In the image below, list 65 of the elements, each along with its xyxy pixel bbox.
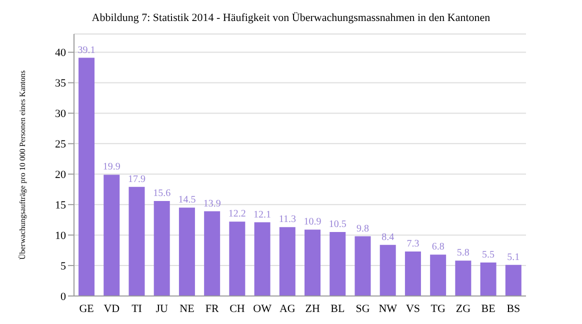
y-tick-label: 40 bbox=[55, 47, 66, 60]
x-tick-label: JU bbox=[156, 302, 168, 315]
x-tick-label: FR bbox=[205, 302, 220, 315]
x-tick-label: AG bbox=[280, 302, 296, 315]
data-label: 14.5 bbox=[178, 194, 196, 206]
y-axis-title: Überwachungsaufträge pro 10 000 Personen eines Kantons bbox=[18, 70, 27, 260]
y-tick-label: 30 bbox=[55, 108, 66, 120]
data-label: 12.2 bbox=[228, 208, 246, 220]
bar bbox=[178, 208, 195, 296]
x-tick-label: SG bbox=[356, 302, 370, 315]
x-tick-label: CH bbox=[230, 302, 245, 315]
data-label: 39.1 bbox=[78, 44, 96, 56]
data-label: 7.3 bbox=[406, 238, 420, 250]
bar bbox=[404, 252, 421, 296]
data-label: 10.5 bbox=[328, 219, 346, 230]
bar bbox=[430, 254, 446, 296]
bar bbox=[204, 211, 220, 296]
data-label: 15.6 bbox=[153, 188, 171, 199]
y-tick-label: 35 bbox=[55, 78, 66, 90]
bar bbox=[505, 264, 522, 296]
bar bbox=[380, 244, 396, 296]
x-tick-label: GE bbox=[79, 302, 94, 315]
bar bbox=[128, 186, 145, 296]
x-tick-label: NE bbox=[180, 302, 195, 315]
data-label: 8.4 bbox=[382, 232, 394, 243]
bar bbox=[354, 236, 371, 296]
y-tick-label: 5 bbox=[60, 260, 66, 272]
data-label: 10.9 bbox=[304, 216, 322, 228]
bar bbox=[304, 230, 321, 296]
x-tick-label: BL bbox=[330, 302, 345, 315]
x-tick-label: NW bbox=[378, 302, 398, 315]
data-label: 5.8 bbox=[456, 248, 470, 259]
data-label: 19.9 bbox=[102, 162, 120, 173]
data-label: 5.5 bbox=[482, 249, 495, 260]
data-label: 9.8 bbox=[356, 223, 369, 234]
y-tick-label: 15 bbox=[55, 200, 66, 212]
data-label: 6.8 bbox=[432, 242, 444, 253]
y-tick-label: 10 bbox=[55, 230, 66, 242]
bar bbox=[480, 262, 496, 296]
bar bbox=[78, 58, 95, 296]
data-label: 12.1 bbox=[254, 209, 272, 220]
bar bbox=[279, 227, 296, 296]
x-tick-label: ZG bbox=[456, 302, 471, 315]
data-label: 17.9 bbox=[128, 174, 146, 185]
chart-title: Abbildung 7: Statistik 2014 - Häufigkeit von Überwachungsmassnahmen in den Kantonen bbox=[90, 11, 492, 26]
x-tick-label: TI bbox=[132, 302, 142, 315]
y-tick-label: 20 bbox=[55, 169, 66, 182]
x-tick-label: VD bbox=[104, 302, 120, 315]
bar bbox=[330, 232, 346, 296]
x-tick-label: ZH bbox=[305, 302, 320, 315]
y-tick-label: 0 bbox=[60, 290, 66, 303]
bar bbox=[229, 222, 246, 296]
x-tick-label: VS bbox=[406, 302, 420, 315]
x-tick-label: BE bbox=[481, 302, 496, 315]
data-label: 13.9 bbox=[203, 198, 221, 210]
x-tick-label: TG bbox=[430, 302, 446, 315]
bar bbox=[154, 200, 170, 296]
data-label: 11.3 bbox=[278, 214, 296, 226]
x-tick-label: BS bbox=[506, 302, 520, 315]
bar bbox=[455, 260, 472, 296]
x-tick-label: OW bbox=[253, 302, 272, 315]
bar bbox=[104, 174, 120, 296]
y-tick-label: 25 bbox=[55, 138, 66, 151]
bar bbox=[254, 222, 270, 296]
data-label: 5.1 bbox=[507, 252, 520, 263]
